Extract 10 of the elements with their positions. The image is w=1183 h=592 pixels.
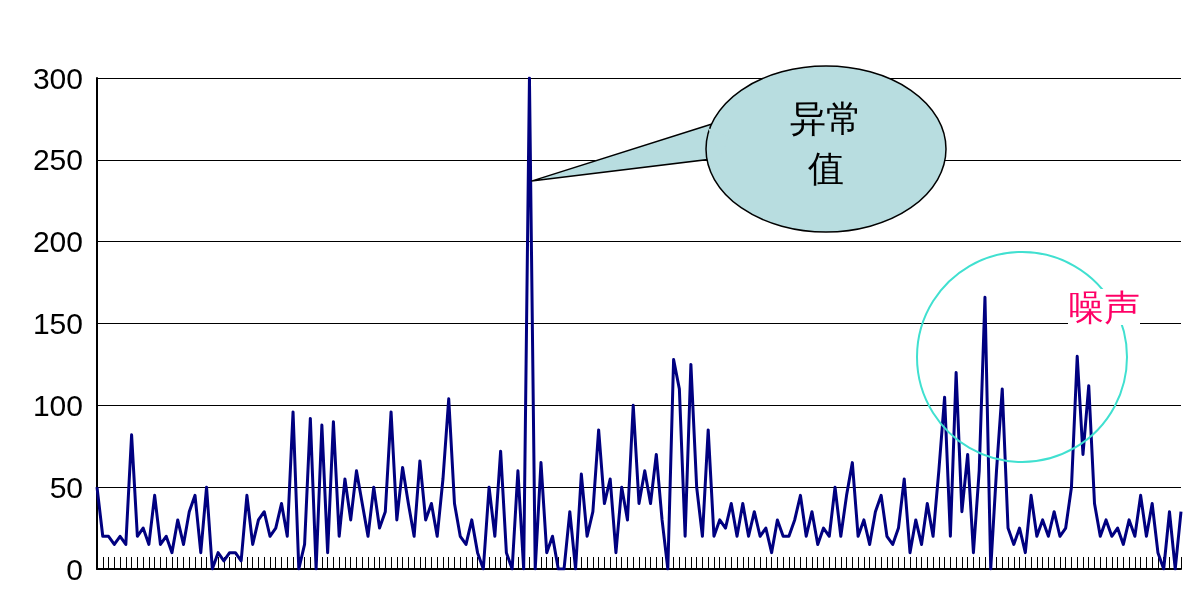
y-tick-label: 300 <box>32 61 83 95</box>
line-series <box>95 76 1183 571</box>
annotation: 异常值 <box>789 97 863 191</box>
y-tick-label: 200 <box>32 225 83 259</box>
y-tick-label: 0 <box>66 552 83 586</box>
y-tick-label: 250 <box>32 143 83 177</box>
y-tick-label: 100 <box>32 388 83 422</box>
annotation: 噪声 <box>1068 286 1140 328</box>
y-tick-label: 150 <box>32 307 83 340</box>
y-tick-label: 50 <box>49 470 83 504</box>
